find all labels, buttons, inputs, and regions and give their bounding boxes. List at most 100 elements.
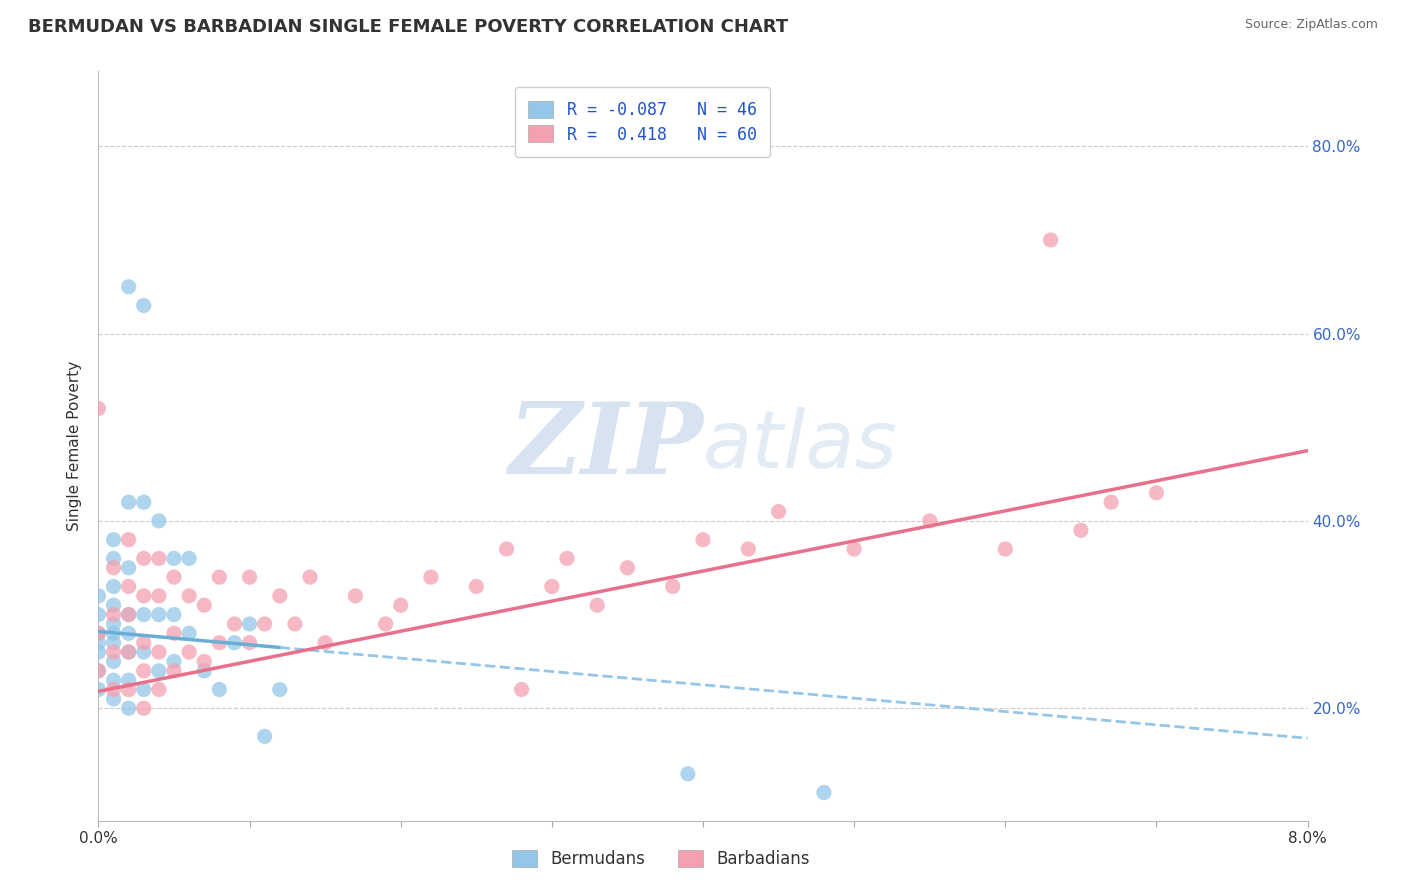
Point [420, 570, 443, 584]
Point [148, 514, 170, 528]
Point [163, 607, 186, 622]
Point [103, 692, 125, 706]
Point [676, 767, 699, 781]
Point [118, 626, 141, 640]
Point [1146, 486, 1168, 500]
Point [163, 655, 186, 669]
Point [87, 682, 110, 697]
Point [148, 664, 170, 678]
Point [239, 635, 262, 649]
Point [813, 786, 835, 800]
Point [1039, 233, 1062, 247]
Point [103, 607, 125, 622]
Point [269, 682, 291, 697]
Point [555, 551, 578, 566]
Point [163, 570, 186, 584]
Point [994, 542, 1017, 557]
Point [132, 298, 155, 313]
Point [103, 645, 125, 659]
Point [132, 551, 155, 566]
Point [179, 626, 201, 640]
Point [132, 635, 155, 649]
Point [118, 682, 141, 697]
Point [208, 682, 231, 697]
Point [314, 635, 336, 649]
Point [465, 580, 488, 594]
Point [118, 495, 141, 509]
Point [163, 551, 186, 566]
Point [1099, 495, 1122, 509]
Point [179, 551, 201, 566]
Point [224, 635, 246, 649]
Point [208, 570, 231, 584]
Point [118, 533, 141, 547]
Point [148, 551, 170, 566]
Point [253, 730, 276, 744]
Point [768, 505, 790, 519]
Legend: Bermudans, Barbadians: Bermudans, Barbadians [505, 843, 817, 875]
Point [103, 682, 125, 697]
Point [239, 617, 262, 632]
Legend: R = -0.087   N = 46, R =  0.418   N = 60: R = -0.087 N = 46, R = 0.418 N = 60 [515, 87, 770, 157]
Point [389, 599, 412, 613]
Point [148, 645, 170, 659]
Point [737, 542, 759, 557]
Point [132, 607, 155, 622]
Point [495, 542, 517, 557]
Point [132, 701, 155, 715]
Point [103, 635, 125, 649]
Text: Source: ZipAtlas.com: Source: ZipAtlas.com [1244, 18, 1378, 31]
Point [118, 701, 141, 715]
Point [692, 533, 714, 547]
Point [148, 589, 170, 603]
Point [118, 645, 141, 659]
Point [87, 664, 110, 678]
Point [844, 542, 866, 557]
Point [103, 617, 125, 632]
Point [118, 645, 141, 659]
Point [132, 495, 155, 509]
Point [132, 664, 155, 678]
Point [132, 682, 155, 697]
Point [103, 533, 125, 547]
Point [118, 607, 141, 622]
Point [224, 617, 246, 632]
Point [132, 645, 155, 659]
Point [103, 551, 125, 566]
Point [179, 589, 201, 603]
Point [253, 617, 276, 632]
Text: ZIP: ZIP [508, 398, 703, 494]
Point [87, 607, 110, 622]
Point [193, 599, 215, 613]
Point [148, 682, 170, 697]
Point [193, 655, 215, 669]
Point [103, 655, 125, 669]
Point [87, 645, 110, 659]
Point [87, 401, 110, 416]
Point [208, 635, 231, 649]
Point [299, 570, 322, 584]
Point [118, 607, 141, 622]
Point [616, 561, 638, 575]
Point [193, 664, 215, 678]
Point [239, 570, 262, 584]
Point [540, 580, 562, 594]
Text: atlas: atlas [703, 407, 898, 485]
Point [87, 664, 110, 678]
Point [1070, 523, 1092, 537]
Point [87, 635, 110, 649]
Point [103, 673, 125, 688]
Point [118, 673, 141, 688]
Point [163, 664, 186, 678]
Point [118, 580, 141, 594]
Point [284, 617, 307, 632]
Point [179, 645, 201, 659]
Text: BERMUDAN VS BARBADIAN SINGLE FEMALE POVERTY CORRELATION CHART: BERMUDAN VS BARBADIAN SINGLE FEMALE POVE… [28, 18, 789, 36]
Point [586, 599, 609, 613]
Point [87, 626, 110, 640]
Point [374, 617, 396, 632]
Point [87, 626, 110, 640]
Point [103, 580, 125, 594]
Point [918, 514, 941, 528]
Point [269, 589, 291, 603]
